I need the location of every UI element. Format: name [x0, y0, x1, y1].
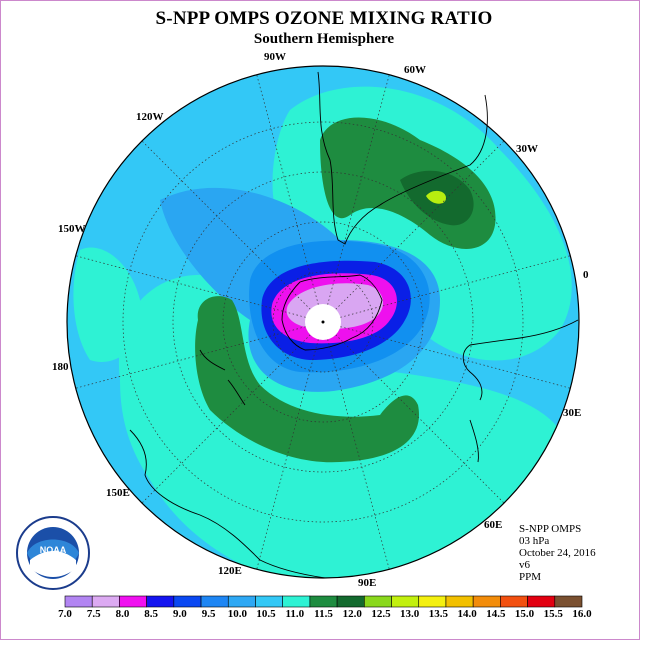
ozone-field	[67, 66, 579, 578]
colorbar-swatch	[418, 595, 447, 608]
colorbar-swatch	[227, 595, 256, 608]
colorbar-swatch	[364, 595, 392, 608]
page-title: S-NPP OMPS OZONE MIXING RATIO	[155, 8, 493, 29]
colorbar-tick-label: 11.5	[314, 608, 333, 620]
disc-outline	[66, 65, 580, 579]
lon-label-30w: 30W	[516, 143, 538, 155]
band-aqua-west	[73, 247, 142, 362]
madagascar-coast	[469, 419, 479, 463]
colorbar-tick-label: 11.0	[285, 608, 305, 620]
info-instrument: S-NPP OMPS	[519, 523, 582, 535]
info-pressure: 03 hPa	[519, 535, 550, 547]
colorbar-tick-label: 15.5	[543, 608, 563, 620]
colorbar-swatch	[527, 595, 556, 608]
africa-coast	[462, 319, 579, 401]
colorbar-swatch	[445, 595, 474, 608]
lon-label-90e: 90E	[358, 577, 376, 589]
colorbar-swatch	[91, 595, 120, 608]
colorbar-swatch	[554, 595, 583, 608]
colorbar-swatch	[200, 595, 229, 608]
antarctica-coast	[281, 274, 383, 351]
lon-label-120w: 120W	[136, 111, 164, 123]
lon-label-180: 180	[52, 361, 69, 373]
lon-label-0: 0	[583, 269, 589, 281]
colorbar-tick-label: 16.0	[572, 608, 592, 620]
colorbar-tick-label: 12.5	[371, 608, 391, 620]
colorbar-tick-label: 8.0	[115, 608, 130, 620]
lon-label-120e: 120E	[218, 565, 242, 577]
colorbar-tick-label: 14.5	[486, 608, 506, 620]
noaa-logo-text: NOAA	[40, 545, 67, 555]
colorbar-swatch	[146, 595, 175, 608]
colorbar-tick-label: 7.5	[86, 608, 101, 620]
colorbar-swatch	[173, 595, 202, 608]
colorbar-tick-label: 14.0	[457, 608, 477, 620]
info-date: October 24, 2016	[519, 547, 596, 559]
info-version: v6	[519, 559, 530, 571]
coastlines	[129, 71, 579, 579]
pole-marker	[321, 320, 325, 324]
longitude-labels: 90W 60W 30W 0 30E 60E 90E 120E 150E 180 …	[52, 51, 589, 589]
lon-label-90w: 90W	[264, 51, 286, 63]
colorbar-tick-label: 7.0	[58, 608, 72, 620]
info-block: S-NPP OMPS 03 hPa October 24, 2016 v6 PP…	[519, 523, 596, 583]
plot-frame	[0, 0, 640, 640]
lon-label-60e: 60E	[484, 519, 502, 531]
colorbar-tick-label: 12.0	[342, 608, 362, 620]
australia-coast	[129, 429, 326, 579]
colorbar-tick-label: 8.5	[144, 608, 159, 620]
colorbar-swatch	[391, 595, 420, 608]
colorbar-tick-label: 15.0	[514, 608, 535, 620]
info-units: PPM	[519, 571, 542, 583]
colorbar-swatch	[500, 595, 528, 608]
south-america-coast	[317, 71, 488, 245]
colorbar-tick-label: 13.5	[428, 608, 448, 620]
band-green-south	[195, 296, 420, 463]
colorbar-swatch	[282, 595, 311, 608]
lon-label-30e: 30E	[563, 407, 581, 419]
colorbar-tick-label: 9.0	[173, 608, 187, 620]
colorbar-swatch	[119, 595, 147, 608]
colorbar	[64, 595, 583, 608]
colorbar-swatch	[472, 595, 501, 608]
lon-label-150w: 150W	[58, 223, 86, 235]
lon-label-150e: 150E	[106, 487, 130, 499]
band-lime	[426, 190, 446, 204]
lon-label-60w: 60W	[404, 64, 426, 76]
colorbar-tick-label: 10.5	[256, 608, 276, 620]
colorbar-swatch	[255, 595, 283, 608]
colorbar-tick-label: 10.0	[227, 608, 247, 620]
colorbar-tick-label: 13.0	[400, 608, 420, 620]
colorbar-swatch	[336, 595, 365, 608]
colorbar-swatch	[309, 595, 338, 608]
page-subtitle: Southern Hemisphere	[253, 31, 395, 47]
new-zealand-coast	[199, 349, 246, 406]
colorbar-tick-label: 9.5	[201, 608, 216, 620]
colorbar-swatch	[64, 595, 93, 608]
noaa-logo: NOAA	[16, 516, 90, 590]
